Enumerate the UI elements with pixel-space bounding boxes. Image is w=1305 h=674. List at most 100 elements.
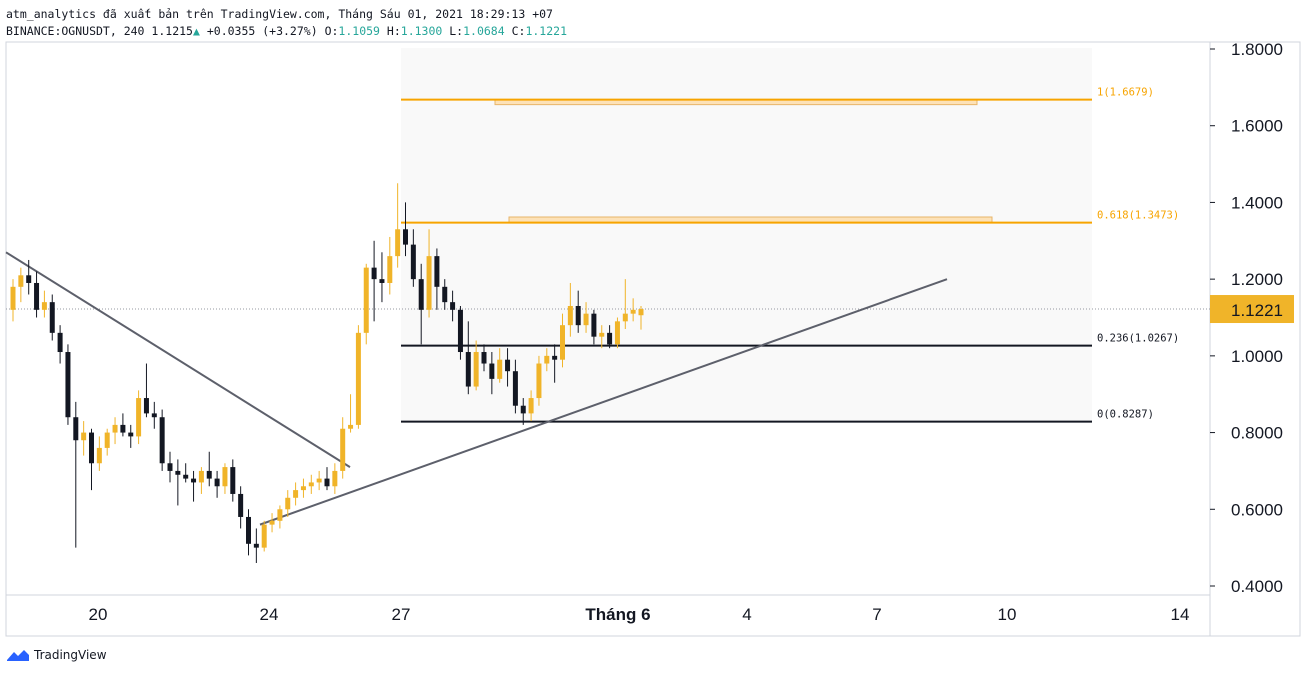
candle[interactable]	[544, 348, 550, 372]
candle[interactable]	[622, 279, 628, 330]
candle[interactable]	[285, 490, 291, 517]
candle[interactable]	[614, 317, 620, 349]
time-axis-area[interactable]	[5, 594, 1211, 637]
candle[interactable]	[151, 401, 157, 429]
candle[interactable]	[34, 271, 40, 318]
candle[interactable]	[120, 413, 126, 437]
candle[interactable]	[308, 474, 314, 494]
candle[interactable]	[10, 279, 16, 322]
candle[interactable]	[528, 390, 534, 422]
candle[interactable]	[512, 359, 518, 414]
candle[interactable]	[591, 309, 597, 345]
candle[interactable]	[57, 325, 63, 364]
candle[interactable]	[26, 259, 32, 295]
candle[interactable]	[560, 313, 565, 368]
candle[interactable]	[49, 294, 55, 341]
candle[interactable]	[387, 236, 393, 295]
trendline[interactable]	[259, 278, 948, 526]
candle[interactable]	[253, 528, 259, 563]
candle[interactable]	[222, 463, 228, 494]
candle[interactable]	[136, 390, 142, 445]
last-price: 1.1215	[151, 24, 193, 38]
candle[interactable]	[583, 302, 589, 333]
candle[interactable]	[418, 263, 424, 345]
candle[interactable]	[332, 463, 338, 494]
candle[interactable]	[450, 290, 456, 322]
fib-level-label: 0(0.8287)	[1097, 409, 1154, 421]
candle[interactable]	[159, 409, 165, 471]
candle[interactable]	[567, 282, 573, 337]
candle[interactable]	[536, 355, 542, 406]
candle[interactable]	[316, 470, 322, 491]
candle[interactable]	[457, 305, 463, 360]
price-axis-area[interactable]	[1209, 41, 1301, 637]
candle[interactable]	[230, 459, 236, 502]
candle[interactable]	[183, 463, 189, 483]
candle[interactable]	[442, 279, 448, 310]
candle[interactable]	[552, 344, 558, 383]
candle[interactable]	[497, 348, 503, 383]
candle[interactable]	[481, 344, 487, 372]
candle[interactable]	[426, 229, 432, 318]
candle[interactable]	[363, 263, 369, 345]
candle[interactable]	[277, 505, 283, 529]
candle[interactable]	[465, 321, 471, 395]
candle-body	[65, 352, 71, 418]
candle[interactable]	[269, 513, 275, 533]
candle[interactable]	[395, 183, 401, 268]
candle[interactable]	[89, 428, 94, 491]
candle[interactable]	[128, 424, 134, 448]
candle[interactable]	[261, 520, 267, 552]
candle-body	[253, 543, 259, 548]
candle[interactable]	[371, 240, 377, 322]
candle[interactable]	[167, 451, 173, 483]
x-tick-label: 10	[998, 605, 1017, 624]
candle[interactable]	[379, 252, 385, 303]
candle[interactable]	[206, 451, 212, 487]
candle-body	[536, 363, 542, 399]
candle[interactable]	[65, 344, 71, 425]
candle[interactable]	[214, 470, 220, 498]
candle[interactable]	[112, 417, 118, 445]
candle[interactable]	[473, 340, 479, 391]
candle[interactable]	[191, 470, 197, 502]
candle[interactable]	[324, 467, 330, 491]
candle[interactable]	[638, 305, 644, 330]
candle[interactable]	[96, 436, 102, 471]
x-tick-label: 4	[742, 605, 751, 624]
candle[interactable]	[238, 486, 244, 529]
candle[interactable]	[175, 459, 181, 506]
candle-body	[481, 352, 487, 364]
candle[interactable]	[18, 267, 24, 303]
high-label: H:	[386, 24, 401, 38]
target-zone[interactable]	[508, 216, 993, 223]
candle-body	[49, 302, 55, 333]
candle[interactable]	[340, 417, 346, 479]
footer-brand[interactable]: TradingView	[6, 648, 107, 662]
candle[interactable]	[41, 290, 47, 318]
candle[interactable]	[520, 398, 526, 425]
candle[interactable]	[73, 401, 79, 548]
candle[interactable]	[246, 509, 251, 556]
candle[interactable]	[81, 421, 87, 456]
candle[interactable]	[104, 428, 110, 456]
candle[interactable]	[505, 348, 511, 387]
candle[interactable]	[575, 290, 581, 333]
candle[interactable]	[403, 202, 408, 257]
candle[interactable]	[348, 394, 354, 433]
candle[interactable]	[355, 325, 361, 429]
candle[interactable]	[410, 229, 416, 287]
candle[interactable]	[300, 478, 306, 498]
candle[interactable]	[434, 248, 440, 310]
candle[interactable]	[607, 325, 613, 349]
symbol-label: BINANCE:OGNUSDT, 240	[6, 24, 145, 38]
candle[interactable]	[630, 298, 636, 322]
candle[interactable]	[293, 482, 299, 506]
trendline[interactable]	[5, 251, 351, 468]
candle-body	[120, 424, 126, 433]
candle[interactable]	[489, 352, 495, 395]
candle[interactable]	[599, 325, 605, 349]
candle[interactable]	[143, 363, 149, 418]
candle[interactable]	[198, 467, 204, 494]
